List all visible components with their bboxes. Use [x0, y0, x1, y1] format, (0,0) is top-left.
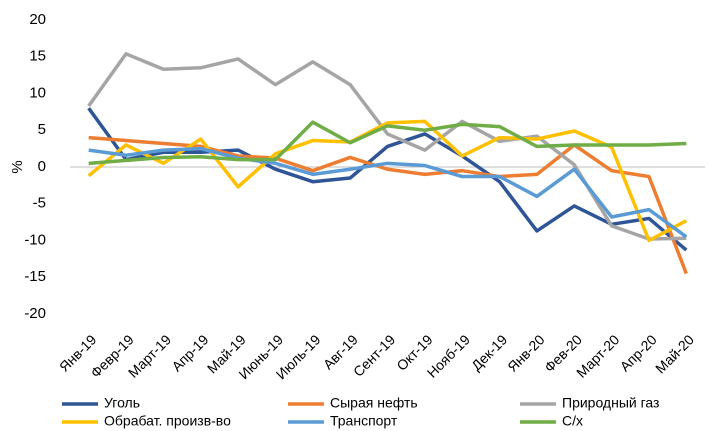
y-tick-label: -5 — [33, 195, 46, 212]
legend-label: Природный газ — [562, 395, 659, 411]
line-series — [88, 120, 687, 166]
y-tick-label: 15 — [29, 48, 46, 65]
x-tick-label: Дек-19 — [468, 331, 510, 373]
y-tick-label: 5 — [38, 121, 46, 138]
x-tick-label: Май-20 — [652, 331, 697, 376]
legend-label: Транспорт — [330, 413, 398, 429]
line-series — [87, 107, 688, 252]
line-series — [88, 146, 688, 239]
y-tick-label: -20 — [24, 305, 46, 322]
legend-label: Уголь — [104, 395, 140, 411]
x-tick-label: Сент-19 — [350, 331, 398, 379]
x-tick-label: Апр-20 — [617, 331, 660, 374]
y-tick-label: 0 — [38, 158, 46, 175]
y-tick-label: 20 — [29, 11, 46, 28]
y-tick-label: -15 — [24, 268, 46, 285]
legend-label: Обрабат. произв-во — [104, 413, 231, 429]
y-axis-label: % — [9, 160, 26, 173]
x-tick-label: Янв-20 — [504, 331, 548, 375]
x-tick-label: Апр-19 — [168, 331, 211, 374]
legend-label: С/х — [562, 413, 583, 429]
line-series — [87, 119, 688, 243]
y-tick-label: -10 — [24, 231, 46, 248]
y-tick-label: 10 — [29, 84, 46, 101]
legend-label: Сырая нефть — [330, 395, 418, 411]
